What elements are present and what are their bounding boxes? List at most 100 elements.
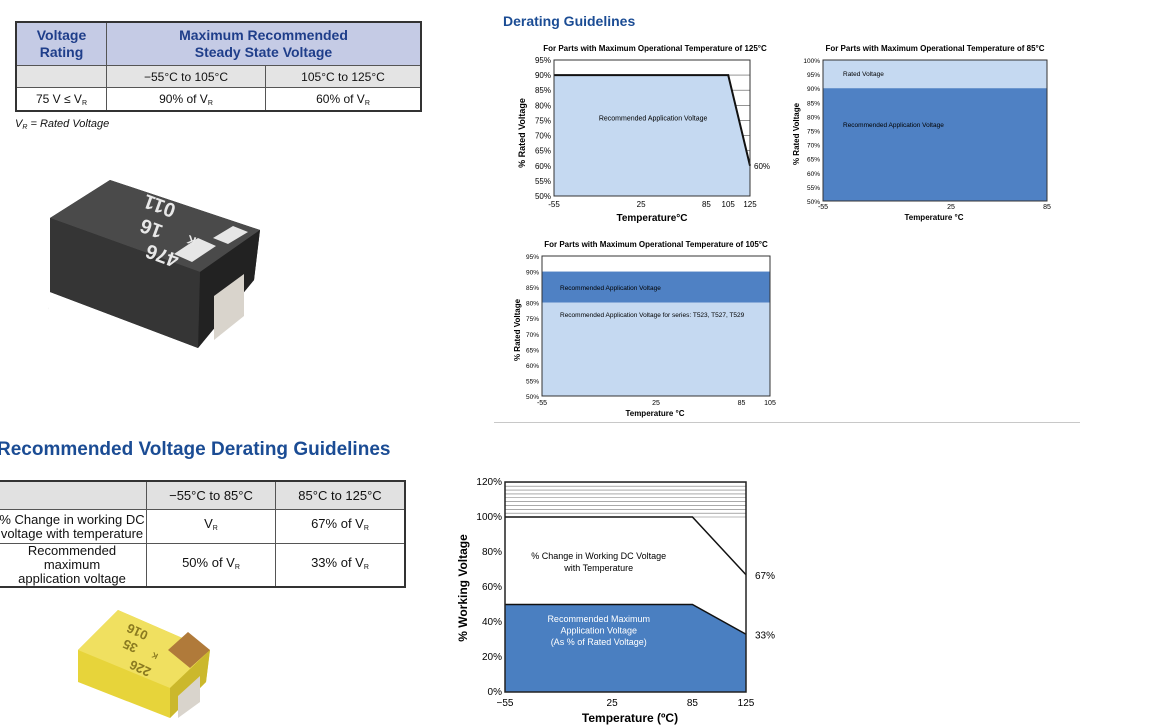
chart4-ytick-5: 100% [476,512,502,523]
chart4-line-working-dc [505,516,747,576]
chart2-ytick-9: 95% [807,72,820,79]
chart2-label-recommended: Recommended Application Voltage [843,122,944,129]
chart2-ytick-6: 80% [807,114,820,121]
chart1-ytick-4: 70% [535,132,551,141]
chart1-ytick-3: 65% [535,147,551,156]
chart1-plot-border [553,59,751,197]
chart2-ytick-10: 100% [803,58,820,65]
chart1-ytick-0: 50% [535,192,551,201]
chart1-ylabel: % Rated Voltage [517,98,527,168]
chip1-brand: KO [48,300,50,317]
table2-row2-label: Recommended maximum application voltage [0,543,147,588]
chart2-ytick-7: 85% [807,100,820,107]
chip2-marking-k: K [150,650,159,661]
chart4-xtick-2: 85 [687,698,699,709]
chart1-ytick-8: 90% [535,71,551,80]
chart3-ytick-4: 70% [526,332,539,339]
chart3-band-recommended [542,271,770,303]
chart1-series-label: Recommended Application Voltage [599,115,708,122]
chart3-ytick-7: 85% [526,285,539,292]
chart2-ytick-0: 50% [807,199,820,206]
chart1-ytick-1: 55% [535,177,551,186]
working-voltage-table: −55°C to 85°C 85°C to 125°C % Change in … [0,480,406,588]
derating-chart-85c: For Parts with Maximum Operational Tempe… [792,44,1051,222]
chart4-xlabel: Temperature (ºC) [582,711,678,725]
chart1-ytick-7: 85% [535,86,551,95]
chart3-xtick-2: 85 [738,400,746,407]
chart4-ytick-6: 120% [476,477,502,488]
table1-header-max-recommended: Maximum Recommended Steady State Voltage [106,21,422,66]
table1-row-90pct: 90% of VR [106,87,266,112]
chart4-label-recommended-max-2: (As % of Rated Voltage) [551,637,647,647]
chart2-ylabel: % Rated Voltage [792,102,801,165]
chart4-ylabel: % Working Voltage [456,534,470,642]
chart3-xlabel: Temperature °C [625,409,684,418]
chart3-title: For Parts with Maximum Operational Tempe… [544,240,768,249]
chart3-label-series: Recommended Application Voltage for seri… [560,312,745,319]
derating-chart-125c: For Parts with Maximum Operational Tempe… [517,44,770,224]
chart2-band-recommended [823,88,1047,201]
chart3-ytick-3: 65% [526,347,539,354]
chart4-ytick-1: 20% [482,652,502,663]
chart4-ytick-4: 80% [482,547,502,558]
chart4-label-recommended-max-0: Recommended Maximum [547,614,650,624]
table1-col-55-105: −55°C to 105°C [106,65,266,88]
chart1-ytick-5: 75% [535,116,551,125]
chart1-xlabel: Temperature°C [616,213,687,224]
chart2-band-rated [823,60,1047,89]
black-tantalum-capacitor-image: 476 16 K 011 KO [48,180,260,348]
chart4-ytick-0: 0% [488,687,503,698]
working-voltage-chart: % Change in Working DC Voltage with Tempe… [456,477,775,725]
rated-voltage-note: VR = Rated Voltage [15,118,110,131]
chart1-annotation-60: 60% [754,162,770,171]
chart2-label-rated: Rated Voltage [843,71,884,78]
chart2-ytick-3: 65% [807,157,820,164]
chart3-ytick-9: 95% [526,254,539,261]
chart3-ytick-0: 50% [526,394,539,401]
table2-col-55-85: −55°C to 85°C [146,480,276,510]
derating-guidelines-title: Derating Guidelines [503,13,636,29]
chart3-ytick-5: 75% [526,316,539,323]
chip2-marking-line2: 35 [120,636,139,656]
chart4-plot-frame [504,481,747,693]
chart2-xtick-2: 85 [1043,204,1051,211]
chart4-xtick-0: −55 [497,698,514,709]
derating-chart-105c: For Parts with Maximum Operational Tempe… [513,240,776,418]
chart4-area-recommended-max [505,604,746,692]
table2-row2-33pct: 33% of VR [275,543,406,588]
chart4-ytick-2: 40% [482,617,502,628]
recommended-derating-title: Recommended Voltage Derating Guidelines [0,439,391,460]
chart3-xtick-3: 105 [764,400,776,407]
chart3-ytick-1: 55% [526,378,539,385]
chart4-label-working-dc-0: % Change in Working DC Voltage [531,551,666,561]
chart3-ytick-6: 80% [526,301,539,308]
chart2-xlabel: Temperature °C [904,213,963,222]
chart3-ytick-2: 60% [526,363,539,370]
chart4-annotation-67: 67% [755,571,775,582]
chart1-xtick-4: 125 [743,200,757,209]
table2-empty-cell [0,480,147,510]
chart2-ytick-1: 55% [807,185,820,192]
table1-empty-cell [15,65,107,88]
chart4-xtick-1: 25 [607,698,619,709]
chart2-ytick-5: 75% [807,129,820,136]
table2-row1-label: % Change in working DC voltage with tempe… [0,509,147,544]
chart4-annotation-33: 33% [755,630,775,641]
chart2-ytick-8: 90% [807,86,820,93]
chart2-ytick-4: 70% [807,143,820,150]
table2-row1-67pct: 67% of VR [275,509,406,544]
chart1-ytick-9: 95% [535,56,551,65]
chart4-ytick-3: 60% [482,582,502,593]
table1-col-105-125: 105°C to 125°C [265,65,422,88]
chart3-xtick-1: 25 [652,400,660,407]
table1-row-label: 75 V ≤ VR [15,87,107,112]
chart2-ytick-2: 60% [807,171,820,178]
table1-row-60pct: 60% of VR [265,87,422,112]
yellow-tantalum-capacitor-image: 226 35 K 016 [78,610,210,718]
chart2-xtick-0: -55 [818,204,828,211]
section-divider [494,422,1080,423]
chart2-plot-frame [822,59,1048,202]
voltage-rating-table: Voltage Rating Maximum Recommended Steady … [15,21,422,112]
chart1-line-recommended [554,74,751,167]
chart3-ytick-8: 90% [526,270,539,277]
